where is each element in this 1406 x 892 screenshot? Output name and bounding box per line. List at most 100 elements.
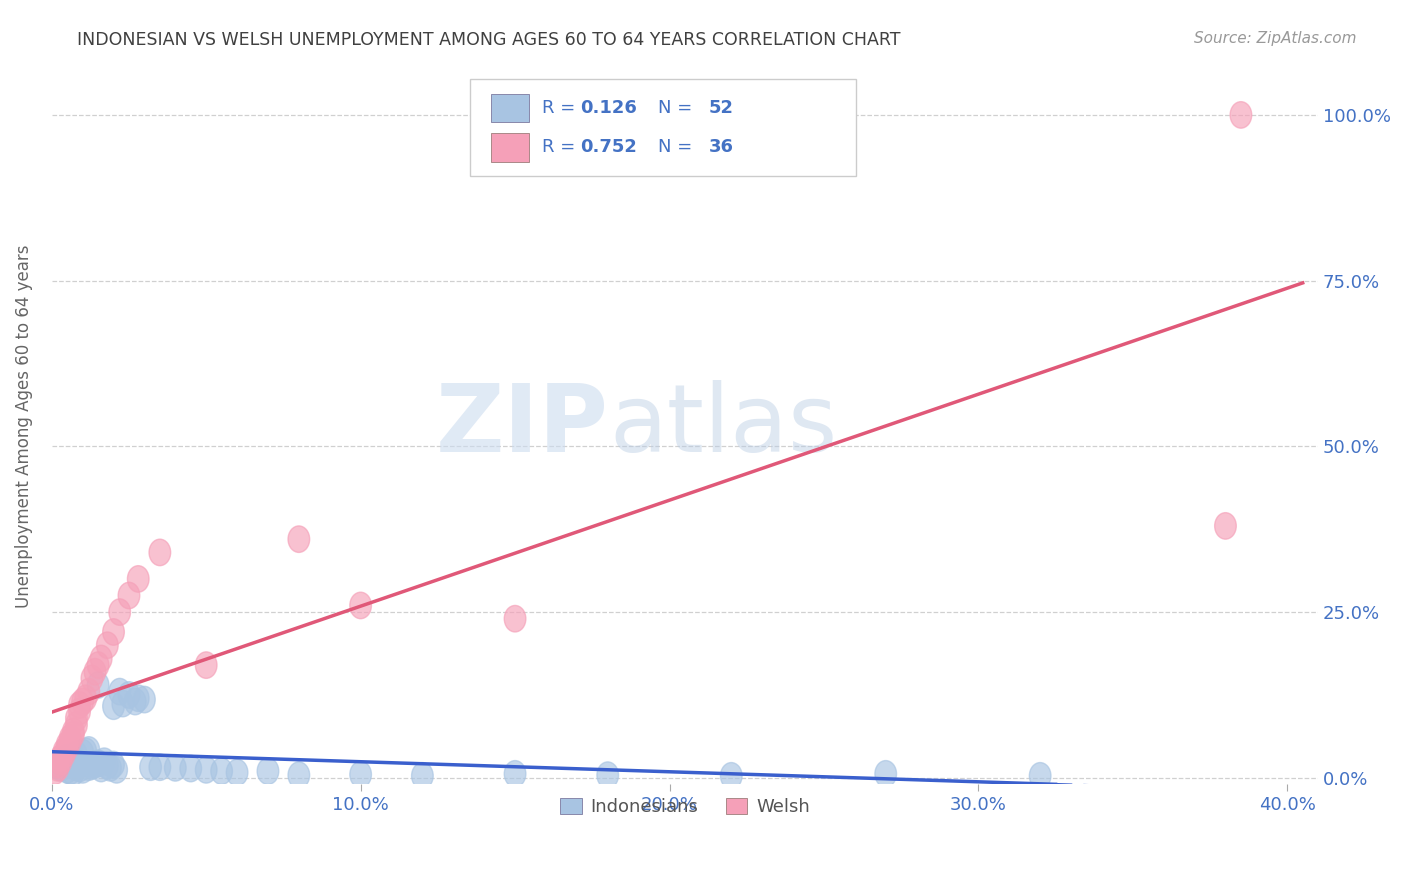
Ellipse shape bbox=[720, 763, 742, 789]
Ellipse shape bbox=[62, 718, 84, 745]
Ellipse shape bbox=[195, 652, 217, 679]
Ellipse shape bbox=[44, 758, 66, 784]
Ellipse shape bbox=[87, 652, 108, 679]
Ellipse shape bbox=[124, 689, 146, 714]
Ellipse shape bbox=[51, 755, 72, 781]
Ellipse shape bbox=[48, 751, 69, 778]
Ellipse shape bbox=[149, 539, 170, 566]
Ellipse shape bbox=[97, 632, 118, 658]
Y-axis label: Unemployment Among Ages 60 to 64 years: Unemployment Among Ages 60 to 64 years bbox=[15, 244, 32, 608]
Ellipse shape bbox=[59, 746, 82, 772]
Ellipse shape bbox=[128, 566, 149, 592]
Ellipse shape bbox=[118, 582, 139, 608]
Ellipse shape bbox=[134, 686, 155, 713]
Ellipse shape bbox=[90, 756, 112, 781]
Ellipse shape bbox=[66, 712, 87, 738]
Ellipse shape bbox=[56, 731, 77, 758]
Ellipse shape bbox=[288, 762, 309, 789]
Ellipse shape bbox=[226, 759, 247, 786]
Ellipse shape bbox=[66, 741, 87, 768]
Ellipse shape bbox=[51, 748, 72, 774]
Text: 0.126: 0.126 bbox=[579, 99, 637, 117]
Ellipse shape bbox=[51, 745, 72, 772]
Ellipse shape bbox=[77, 679, 100, 705]
Ellipse shape bbox=[69, 756, 90, 781]
Ellipse shape bbox=[59, 728, 82, 755]
Ellipse shape bbox=[100, 755, 121, 781]
Ellipse shape bbox=[82, 665, 103, 691]
Ellipse shape bbox=[62, 722, 84, 748]
Ellipse shape bbox=[72, 756, 93, 783]
Ellipse shape bbox=[875, 761, 897, 787]
Ellipse shape bbox=[44, 751, 66, 778]
Ellipse shape bbox=[69, 691, 90, 718]
Ellipse shape bbox=[412, 763, 433, 789]
Ellipse shape bbox=[598, 762, 619, 789]
Ellipse shape bbox=[69, 698, 90, 725]
Ellipse shape bbox=[87, 672, 108, 698]
Ellipse shape bbox=[1215, 513, 1236, 539]
Ellipse shape bbox=[75, 738, 97, 764]
Ellipse shape bbox=[72, 689, 93, 714]
Ellipse shape bbox=[105, 756, 128, 783]
Ellipse shape bbox=[118, 681, 139, 708]
Ellipse shape bbox=[77, 754, 100, 780]
Ellipse shape bbox=[103, 693, 124, 720]
Ellipse shape bbox=[87, 750, 108, 776]
Ellipse shape bbox=[288, 526, 309, 552]
Ellipse shape bbox=[56, 735, 77, 761]
Ellipse shape bbox=[211, 758, 232, 784]
Text: R =: R = bbox=[541, 138, 581, 156]
Ellipse shape bbox=[62, 759, 84, 786]
Ellipse shape bbox=[51, 750, 72, 776]
Ellipse shape bbox=[66, 705, 87, 731]
Text: 52: 52 bbox=[709, 99, 734, 117]
FancyBboxPatch shape bbox=[470, 79, 856, 176]
Ellipse shape bbox=[97, 753, 118, 779]
Ellipse shape bbox=[505, 606, 526, 632]
Text: Source: ZipAtlas.com: Source: ZipAtlas.com bbox=[1194, 31, 1357, 46]
Ellipse shape bbox=[505, 761, 526, 787]
Ellipse shape bbox=[84, 658, 105, 685]
Ellipse shape bbox=[90, 645, 112, 672]
Text: 0.752: 0.752 bbox=[579, 138, 637, 156]
Ellipse shape bbox=[108, 599, 131, 625]
Ellipse shape bbox=[103, 751, 124, 778]
Text: N =: N = bbox=[658, 99, 699, 117]
Ellipse shape bbox=[103, 619, 124, 645]
FancyBboxPatch shape bbox=[491, 94, 529, 122]
Text: ZIP: ZIP bbox=[436, 381, 609, 473]
Ellipse shape bbox=[53, 738, 75, 764]
Ellipse shape bbox=[59, 725, 82, 751]
Ellipse shape bbox=[48, 753, 69, 779]
Ellipse shape bbox=[93, 748, 115, 774]
Ellipse shape bbox=[1029, 763, 1050, 789]
Ellipse shape bbox=[112, 690, 134, 717]
Ellipse shape bbox=[149, 754, 170, 780]
Ellipse shape bbox=[77, 737, 100, 764]
Ellipse shape bbox=[195, 756, 217, 783]
Text: N =: N = bbox=[658, 138, 699, 156]
Ellipse shape bbox=[350, 761, 371, 788]
Text: INDONESIAN VS WELSH UNEMPLOYMENT AMONG AGES 60 TO 64 YEARS CORRELATION CHART: INDONESIAN VS WELSH UNEMPLOYMENT AMONG A… bbox=[77, 31, 901, 49]
Ellipse shape bbox=[66, 754, 87, 780]
Ellipse shape bbox=[1230, 102, 1251, 128]
Ellipse shape bbox=[350, 592, 371, 619]
Ellipse shape bbox=[72, 739, 93, 766]
Ellipse shape bbox=[48, 755, 69, 781]
Ellipse shape bbox=[257, 758, 278, 784]
Legend: Indonesians, Welsh: Indonesians, Welsh bbox=[551, 789, 820, 825]
Ellipse shape bbox=[108, 679, 131, 705]
Text: R =: R = bbox=[541, 99, 581, 117]
Ellipse shape bbox=[53, 741, 75, 768]
Ellipse shape bbox=[139, 754, 162, 780]
Ellipse shape bbox=[180, 756, 201, 781]
FancyBboxPatch shape bbox=[491, 133, 529, 161]
Text: 36: 36 bbox=[709, 138, 734, 156]
Ellipse shape bbox=[84, 751, 105, 778]
Ellipse shape bbox=[56, 745, 77, 772]
Ellipse shape bbox=[75, 685, 97, 712]
Ellipse shape bbox=[165, 755, 186, 781]
Ellipse shape bbox=[59, 758, 82, 784]
Ellipse shape bbox=[56, 756, 77, 783]
